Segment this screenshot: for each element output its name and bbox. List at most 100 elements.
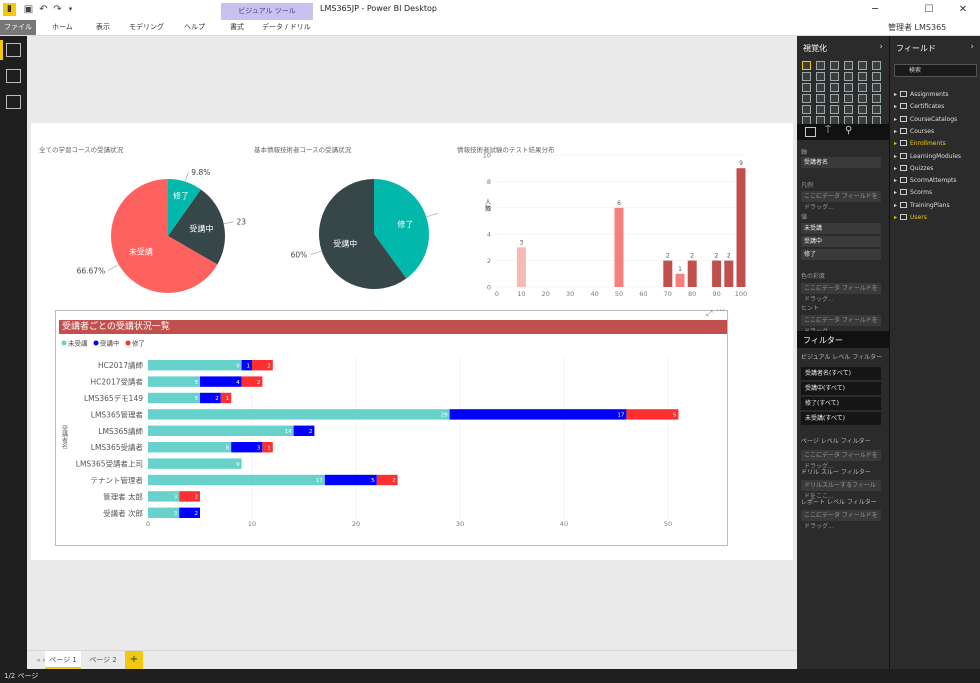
visual-type-icon[interactable]	[802, 61, 811, 70]
visual-type-icon[interactable]	[830, 94, 839, 103]
visual-type-icon[interactable]	[858, 105, 867, 114]
format-paint-roller-icon[interactable]: ⍑	[825, 125, 831, 136]
stacked-bar-segment[interactable]	[148, 474, 325, 486]
visual-type-icon[interactable]	[858, 61, 867, 70]
data-view-icon[interactable]	[6, 69, 21, 83]
visual-type-icon[interactable]	[858, 83, 867, 92]
expand-chevron-icon[interactable]: ▸	[894, 140, 898, 148]
close-icon[interactable]: ✕	[958, 4, 968, 15]
visual-type-icon[interactable]	[816, 61, 825, 70]
page-next-icon[interactable]: ▸	[39, 651, 51, 669]
visual-type-icon[interactable]	[844, 105, 853, 114]
pie1-chart[interactable]: 修了 9.8% 受講中 23.53% 未受講 66.67%	[31, 153, 246, 303]
expand-chevron-icon[interactable]: ▸	[894, 91, 898, 98]
stacked-bar-segment[interactable]	[148, 507, 180, 518]
visual-type-icon[interactable]	[802, 72, 811, 81]
field-table-item[interactable]: ▸ Scorms	[894, 187, 932, 198]
field-table-item[interactable]: ▸ Assignments	[894, 89, 948, 100]
field-table-item[interactable]: ▸ Users	[894, 212, 927, 223]
stacked-bar-segment[interactable]	[148, 409, 450, 420]
field-table-item[interactable]: ▸ Courses	[894, 126, 934, 137]
stacked-bar-segment[interactable]	[626, 409, 679, 420]
visual-type-icon[interactable]	[844, 61, 853, 70]
stacked-bar-segment[interactable]	[148, 425, 294, 436]
hist-bar[interactable]	[736, 168, 746, 287]
visual-type-icon[interactable]	[816, 72, 825, 81]
expand-chevron-icon[interactable]: ▸	[894, 152, 898, 160]
visual-type-icon[interactable]	[872, 94, 881, 103]
expand-chevron-icon[interactable]: ▸	[894, 115, 898, 123]
visual-type-icon[interactable]	[858, 72, 867, 81]
expand-chevron-icon[interactable]: ▸	[894, 214, 898, 221]
fields-pane-collapse-icon[interactable]: ›	[970, 42, 974, 52]
more-options-icon[interactable]: ⋯	[716, 306, 725, 316]
visual-type-icon[interactable]	[802, 94, 811, 103]
expand-chevron-icon[interactable]: ▸	[894, 127, 898, 135]
stacked-bar-segment[interactable]	[376, 474, 398, 486]
stacked-bar-segment[interactable]	[262, 442, 273, 453]
stacked-bar-segment[interactable]	[231, 442, 263, 453]
axis-well-item[interactable]: 受講者名	[801, 157, 881, 168]
tab-help[interactable]: ヘルプ	[184, 23, 205, 31]
maximize-icon[interactable]: ☐	[924, 4, 934, 15]
visual-type-icon[interactable]	[844, 72, 853, 81]
stacked-bar-segment[interactable]	[449, 409, 627, 420]
page-prev-icon[interactable]: ◂	[36, 656, 40, 664]
save-icon[interactable]: ▣	[23, 4, 34, 15]
stacked-bar-segment[interactable]	[148, 360, 242, 371]
pie-slice[interactable]	[168, 179, 201, 236]
field-table-item[interactable]: ▸ CourseCatalogs	[894, 114, 957, 125]
undo-icon[interactable]: ↶	[39, 4, 48, 15]
field-table-item[interactable]: ▸ Quizzes	[894, 163, 933, 174]
hist-bar[interactable]	[724, 260, 734, 287]
stacked-bar-segment[interactable]	[220, 392, 232, 404]
visual-type-icon[interactable]	[816, 94, 825, 103]
visual-type-icon[interactable]	[858, 94, 867, 103]
visual-type-icon[interactable]	[830, 72, 839, 81]
visual-type-icon[interactable]	[844, 83, 853, 92]
visual-type-icon[interactable]	[830, 105, 839, 114]
stacked-bar-segment[interactable]	[200, 376, 242, 387]
tab-file[interactable]: ファイル	[0, 20, 36, 35]
hist-bar[interactable]	[663, 260, 673, 287]
stacked-bar-segment[interactable]	[148, 491, 180, 502]
stacked-bar-segment[interactable]	[179, 507, 200, 518]
visual-type-icon[interactable]	[802, 83, 811, 92]
report-page[interactable]: 全ての学習コースの受講状況 基本情報技術者コースの受講状況 情報技術者試験のテス…	[31, 123, 793, 560]
hist-bar[interactable]	[614, 207, 624, 287]
hist-bar[interactable]	[675, 273, 685, 287]
analytics-magnifier-icon[interactable]: ⚲	[845, 125, 853, 136]
stacked-chart[interactable]: 未受講 受講中 修了 0 10 20 30 40 50 受講者名 HC2017講師 9 1 2 HC2017…	[56, 335, 729, 545]
relationship-view-icon[interactable]	[6, 95, 21, 109]
stacked-bar-segment[interactable]	[252, 360, 273, 371]
tab-home[interactable]: ホーム	[52, 23, 73, 31]
hist-bar[interactable]	[516, 247, 526, 287]
visual-type-icon[interactable]	[830, 61, 839, 70]
pie-slice[interactable]	[374, 179, 429, 279]
field-table-item[interactable]: ▸ LearningModules	[894, 151, 961, 162]
focus-mode-icon[interactable]: ⤢	[706, 309, 713, 318]
stacked-bar-segment[interactable]	[241, 376, 263, 387]
filter-item[interactable]: 受講者名(すべて)	[801, 367, 881, 380]
visual-type-icon[interactable]	[872, 83, 881, 92]
filter-item[interactable]: 未受講(すべて)	[801, 412, 881, 425]
tab-view[interactable]: 表示	[96, 23, 110, 31]
stacked-bar-segment[interactable]	[293, 425, 315, 436]
filter-item[interactable]: 受講中(すべて)	[801, 382, 881, 395]
values-well-item[interactable]: 未受講	[801, 223, 881, 234]
page-filter-drop[interactable]: ここにデータ フィールドをドラッグ...	[801, 450, 881, 470]
tab-format[interactable]: 書式	[230, 23, 244, 31]
stacked-bar-segment[interactable]	[148, 376, 200, 387]
expand-chevron-icon[interactable]: ▸	[894, 189, 898, 197]
stacked-bar-segment[interactable]	[179, 491, 200, 502]
visual-type-icon[interactable]	[802, 105, 811, 114]
hist-bar[interactable]	[712, 260, 722, 287]
pie-slice[interactable]	[111, 179, 218, 293]
stacked-bar-segment[interactable]	[200, 392, 221, 404]
legend-well-drop[interactable]: ここにデータ フィールドをドラッグ...	[801, 191, 881, 211]
field-table-item[interactable]: ▸ Certificates	[894, 101, 944, 112]
tab-data-drill[interactable]: データ / ドリル	[262, 23, 311, 31]
visual-type-icon[interactable]	[830, 83, 839, 92]
expand-chevron-icon[interactable]: ▸	[894, 103, 898, 111]
pie-slice[interactable]	[168, 189, 225, 265]
